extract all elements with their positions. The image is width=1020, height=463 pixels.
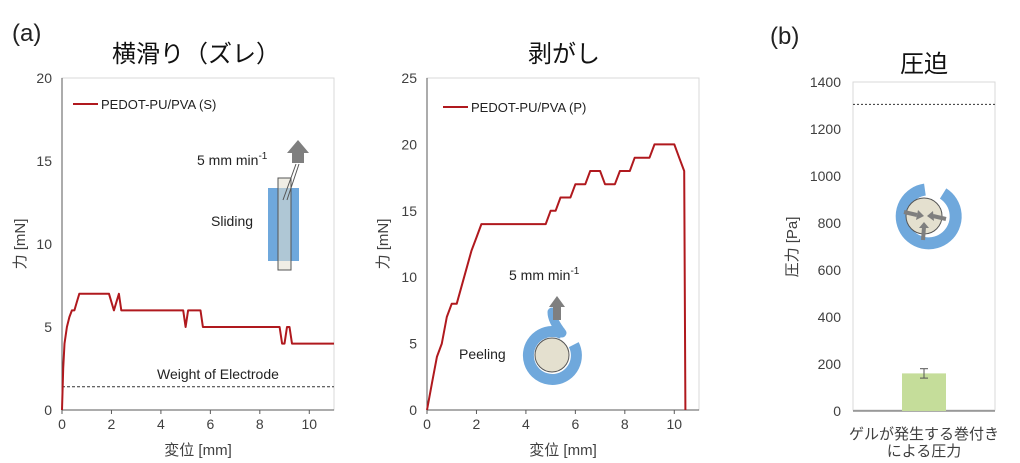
y-tick-label: 15 [36, 153, 52, 169]
y-tick-label: 1000 [810, 168, 841, 184]
x-tick-label: 4 [522, 416, 530, 432]
x-tick-label: 4 [157, 416, 165, 432]
peeling-y-axis-label: 力 [mN] [375, 219, 392, 270]
sliding-speed-exponent: -1 [258, 151, 267, 162]
y-tick-label: 25 [401, 70, 417, 86]
sliding-chart-title: 横滑り（ズレ） [112, 41, 280, 68]
x-tick-label: 2 [108, 416, 116, 432]
x-tick-label: 10 [301, 416, 317, 432]
sliding-x-axis-label: 変位 [mm] [164, 442, 232, 459]
y-tick-label: 800 [818, 215, 842, 231]
y-tick-label: 10 [36, 236, 52, 252]
x-tick-label: 6 [206, 416, 214, 432]
peeling-speed-exponent: -1 [570, 266, 579, 277]
y-tick-label: 0 [409, 402, 417, 418]
peeling-speed-label: 5 mm min-1 [509, 266, 580, 283]
sliding-x-ticks: 0 2 4 6 8 10 [58, 410, 317, 432]
y-tick-label: 1200 [810, 121, 841, 137]
y-tick-label: 0 [833, 403, 841, 419]
up-arrow-icon [287, 140, 309, 163]
peeling-legend-label: PEDOT-PU/PVA (P) [471, 100, 586, 115]
sliding-diagram [268, 140, 309, 270]
peeling-speed-value: 5 mm min [509, 267, 570, 283]
compression-y-axis-label: 圧力 [Pa] [784, 217, 801, 278]
compression-category-label-line1: ゲルが発生する巻付き [849, 426, 999, 443]
y-tick-label: 15 [401, 203, 417, 219]
y-tick-label: 600 [818, 262, 842, 278]
sliding-chart: 横滑り（ズレ） 0 2 4 6 8 10 0 5 10 15 20 Weight of Elect… [12, 41, 334, 459]
sliding-series-line [62, 294, 334, 410]
x-tick-label: 2 [473, 416, 481, 432]
sliding-y-axis-label: 力 [mN] [12, 219, 29, 270]
panel-label-a: (a) [12, 20, 41, 47]
compression-arrow-bottom [923, 227, 924, 240]
peeling-diagram [528, 296, 576, 379]
sliding-speed-label: 5 mm min-1 [197, 151, 268, 168]
y-tick-label: 20 [401, 136, 417, 152]
compression-category-label-line2: による圧力 [887, 443, 962, 460]
sliding-y-ticks: 0 5 10 15 20 [36, 70, 52, 418]
y-tick-label: 5 [409, 336, 417, 352]
compression-bars [902, 369, 946, 411]
sliding-mode-label: Sliding [211, 213, 253, 229]
compression-y-ticks: 0 200 400 600 800 1000 1200 1400 [810, 74, 841, 419]
compression-chart-title: 圧迫 [900, 51, 948, 78]
x-tick-label: 0 [58, 416, 66, 432]
peeling-y-ticks: 0 5 10 15 20 25 [401, 70, 417, 418]
y-tick-label: 10 [401, 269, 417, 285]
y-tick-label: 5 [44, 319, 52, 335]
sliding-speed-value: 5 mm min [197, 152, 258, 168]
compression-diagram [902, 190, 956, 244]
x-tick-label: 10 [666, 416, 682, 432]
x-tick-label: 6 [571, 416, 579, 432]
weight-reference-label: Weight of Electrode [157, 366, 279, 382]
electrode-strip [278, 178, 291, 270]
peeling-x-axis-label: 変位 [mm] [529, 442, 597, 459]
y-tick-label: 20 [36, 70, 52, 86]
y-tick-label: 200 [818, 356, 842, 372]
x-tick-label: 0 [423, 416, 431, 432]
bar [902, 373, 946, 411]
peeling-electrode-disc [535, 338, 569, 372]
compression-chart: 圧迫 0 200 400 600 800 1000 1200 1400 圧力 [Pa] ゲルが… [784, 51, 999, 460]
y-tick-label: 0 [44, 402, 52, 418]
y-tick-label: 400 [818, 309, 842, 325]
panel-label-b: (b) [770, 23, 799, 50]
peeling-x-ticks: 0 2 4 6 8 10 [423, 410, 682, 432]
x-tick-label: 8 [621, 416, 629, 432]
peeling-chart-title: 剥がし [528, 41, 600, 68]
y-tick-label: 1400 [810, 74, 841, 90]
x-tick-label: 8 [256, 416, 264, 432]
sliding-legend-label: PEDOT-PU/PVA (S) [101, 97, 216, 112]
peeling-mode-label: Peeling [459, 346, 506, 362]
